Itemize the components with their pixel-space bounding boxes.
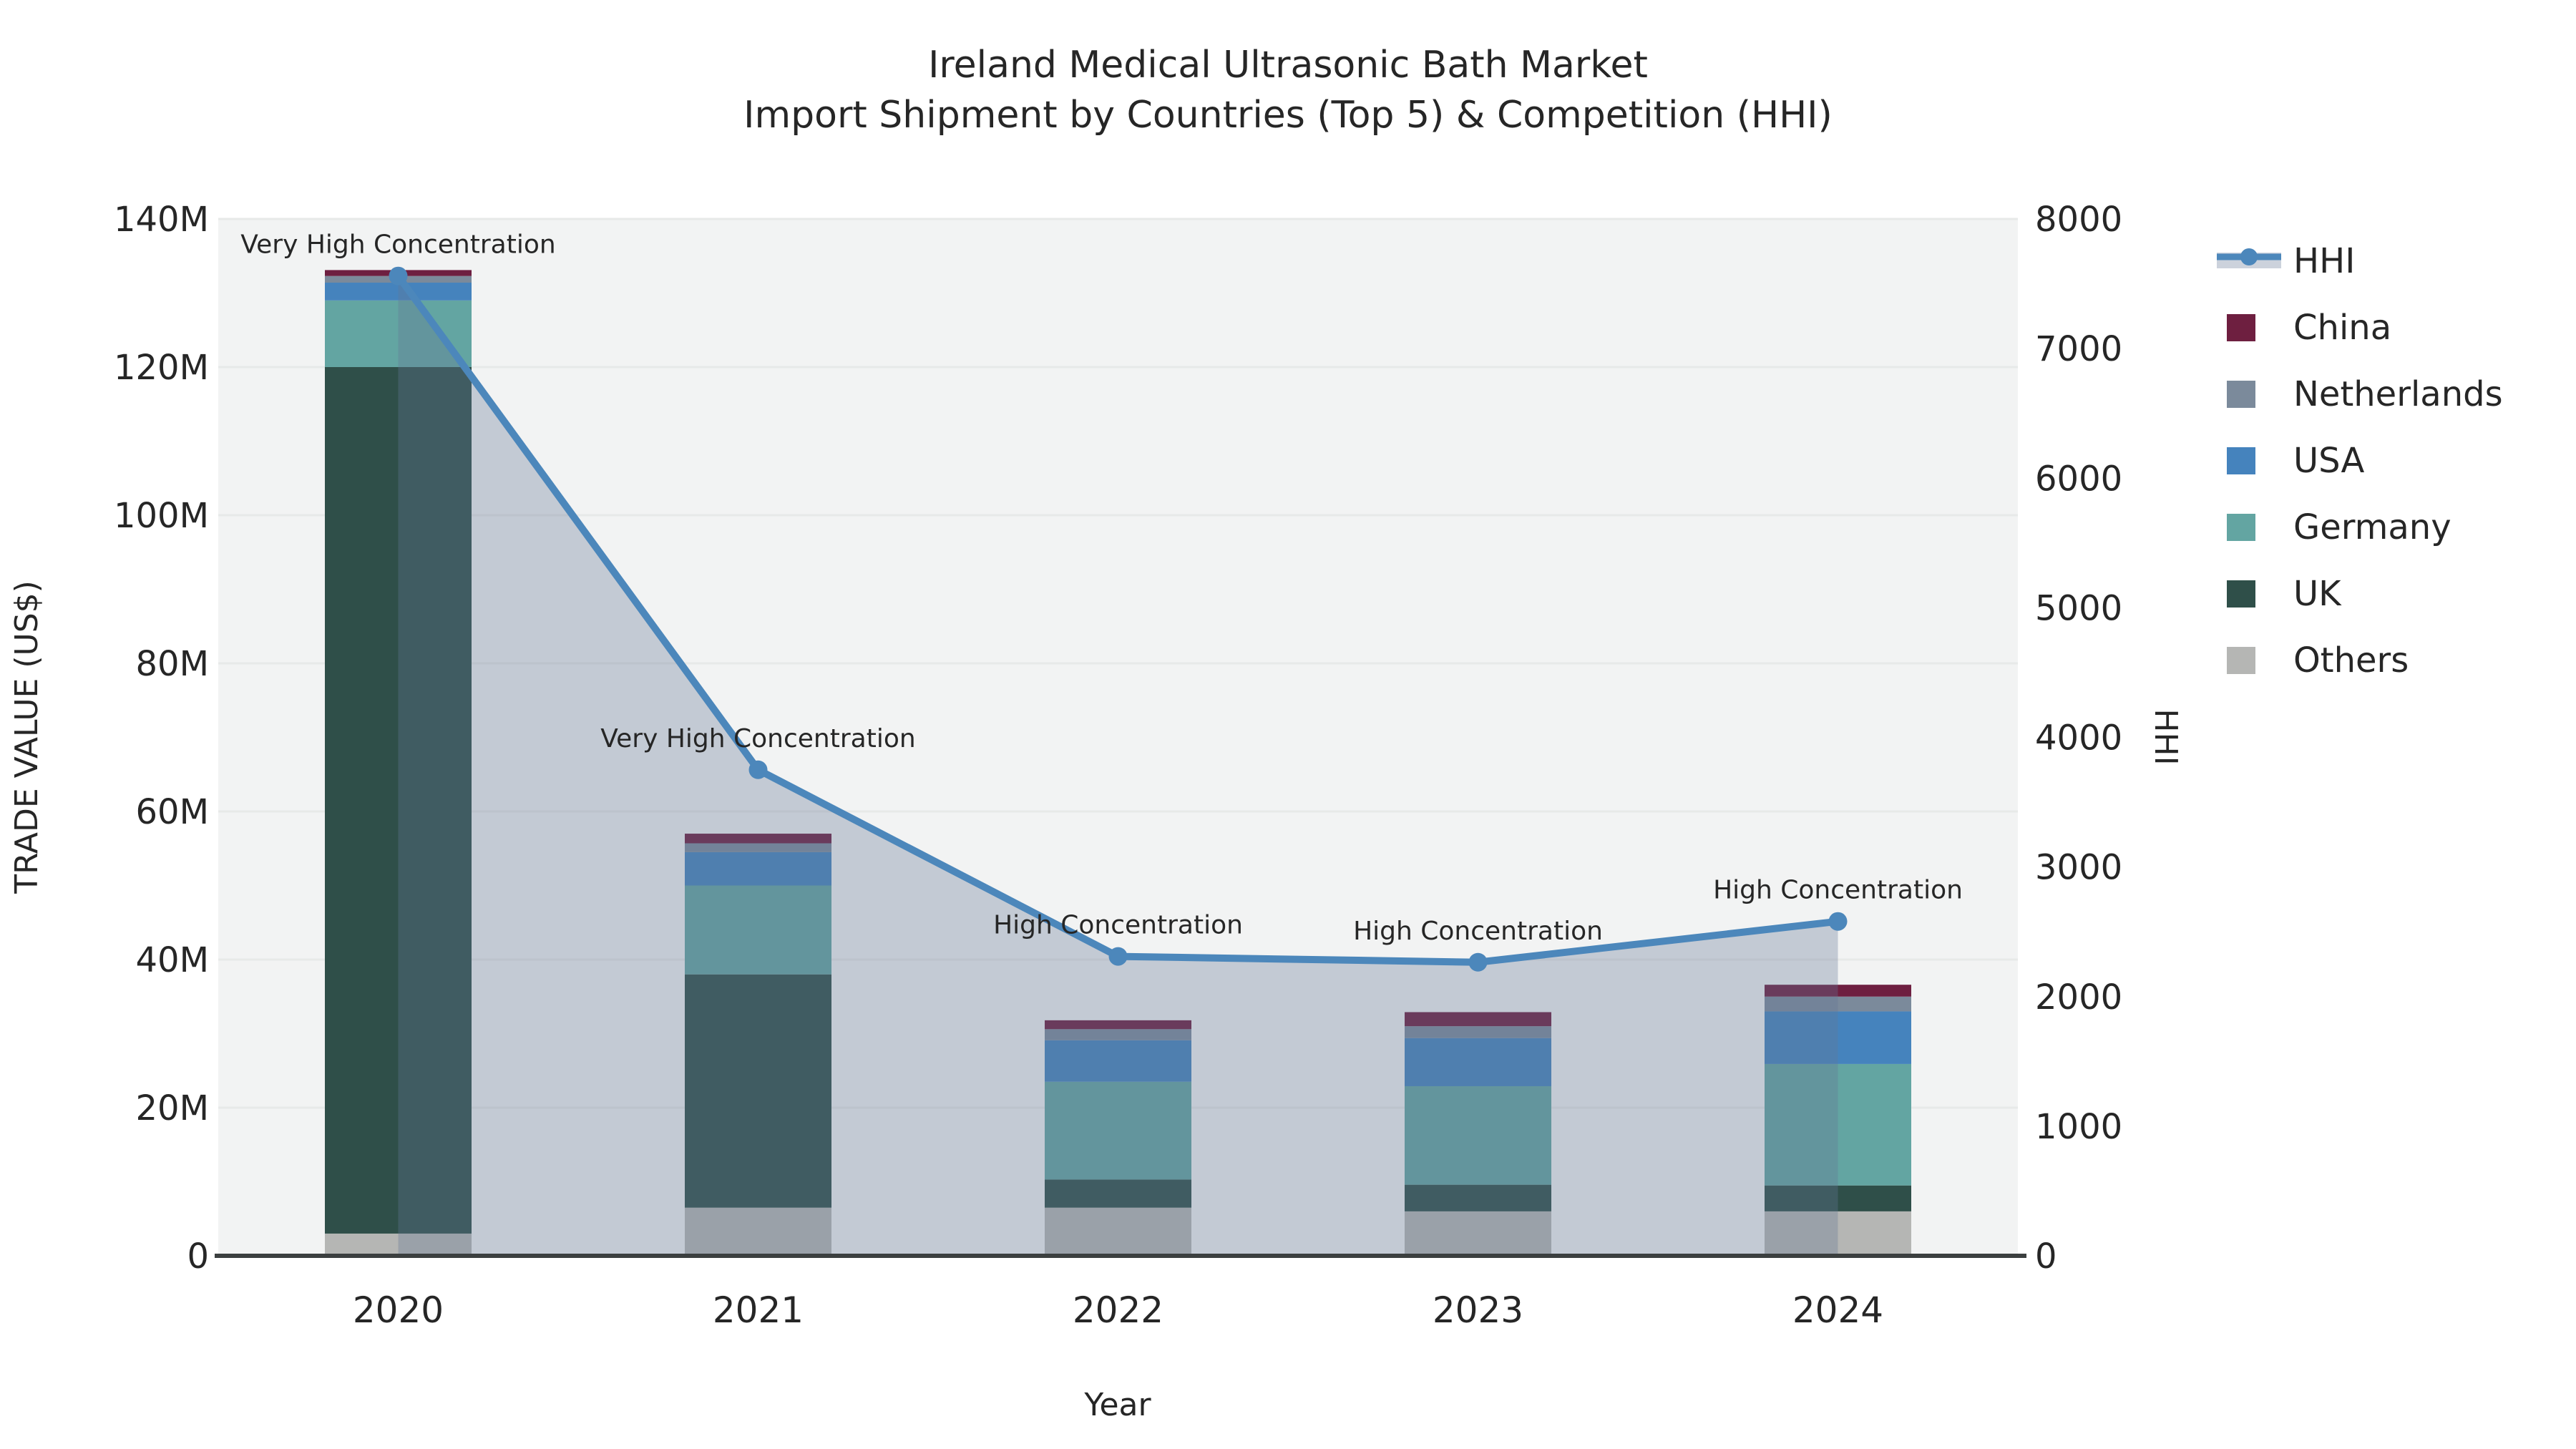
- bar-segment-2024-uk[interactable]: [1765, 1185, 1911, 1211]
- y-left-tick-40M: 40M: [136, 940, 210, 980]
- legend-hhi-marker: [2240, 248, 2258, 265]
- bar-segment-2022-others[interactable]: [1045, 1207, 1191, 1256]
- x-tick-2022: 2022: [1073, 1289, 1163, 1331]
- y-right-tick-6000: 6000: [2035, 459, 2122, 499]
- legend-swatch-others: [2227, 647, 2255, 674]
- hhi-line: [389, 266, 1848, 972]
- x-tick-2020: 2020: [353, 1289, 444, 1331]
- annotation-2020: Very High Concentration: [240, 230, 555, 260]
- y-right-tick-1000: 1000: [2035, 1107, 2122, 1147]
- bar-segment-2021-uk[interactable]: [685, 974, 831, 1208]
- hhi-point-2020[interactable]: [389, 266, 408, 286]
- gridlines: [218, 218, 2018, 1109]
- bar-segment-2023-germany[interactable]: [1405, 1085, 1551, 1185]
- legend-label-germany: Germany: [2293, 507, 2451, 547]
- legend-label-usa: USA: [2293, 441, 2364, 481]
- bar-segment-2022-china[interactable]: [1045, 1020, 1191, 1030]
- annotation-2022: High Concentration: [993, 911, 1243, 940]
- legend-label-uk: UK: [2293, 574, 2342, 614]
- hhi-point-2021[interactable]: [748, 760, 768, 779]
- y-left-tick-0: 0: [187, 1236, 209, 1277]
- legend-swatch-germany: [2227, 514, 2255, 541]
- bar-segment-2020-usa[interactable]: [325, 283, 472, 301]
- hhi-point-2023[interactable]: [1468, 952, 1488, 972]
- chart-title-line2: Import Shipment by Countries (Top 5) & C…: [743, 94, 1833, 137]
- bar-segment-2023-others[interactable]: [1405, 1211, 1551, 1256]
- bar-segment-2022-usa[interactable]: [1045, 1040, 1191, 1082]
- x-tick-2021: 2021: [713, 1289, 804, 1331]
- bar-segment-2023-usa[interactable]: [1405, 1038, 1551, 1086]
- bar-segment-2021-china[interactable]: [685, 834, 831, 844]
- y-right-tick-3000: 3000: [2035, 848, 2122, 888]
- bar-segment-2024-others[interactable]: [1765, 1211, 1911, 1256]
- bar-segment-2023-china[interactable]: [1405, 1012, 1551, 1027]
- bar-segment-2021-usa[interactable]: [685, 852, 831, 886]
- legend: HHI China Netherlands USA Germany UK Others: [2217, 241, 2503, 680]
- legend-item-china[interactable]: China: [2227, 308, 2391, 348]
- legend-label-netherlands: Netherlands: [2293, 374, 2503, 414]
- bar-segment-2022-netherlands[interactable]: [1045, 1029, 1191, 1040]
- x-axis-title: Year: [1083, 1387, 1151, 1423]
- annotation-2021: Very High Concentration: [600, 724, 915, 753]
- x-tick-labels: 2020 2021 2022 2023 2024: [353, 1289, 1883, 1331]
- hhi-point-2022[interactable]: [1108, 947, 1128, 966]
- bar-segment-2020-others[interactable]: [325, 1233, 472, 1256]
- bar-segment-2020-uk[interactable]: [325, 367, 472, 1234]
- bar-segment-2024-germany[interactable]: [1765, 1063, 1911, 1186]
- x-tick-2024: 2024: [1792, 1289, 1883, 1331]
- y-right-tick-labels: 0 1000 2000 3000 4000 5000 6000 7000 8000: [2035, 200, 2122, 1277]
- y-right-tick-8000: 8000: [2035, 200, 2122, 240]
- chart-title-line1: Ireland Medical Ultrasonic Bath Market: [928, 44, 1648, 87]
- legend-label-hhi: HHI: [2293, 241, 2355, 281]
- annotation-2024: High Concentration: [1713, 876, 1963, 905]
- legend-label-china: China: [2293, 308, 2391, 348]
- legend-swatch-netherlands: [2227, 381, 2255, 408]
- legend-item-germany[interactable]: Germany: [2227, 507, 2451, 547]
- y-left-tick-60M: 60M: [136, 792, 210, 832]
- y-right-axis-title: HHI: [2147, 708, 2184, 765]
- hhi-area-polygon: [398, 275, 1838, 1256]
- bar-segment-2022-germany[interactable]: [1045, 1081, 1191, 1180]
- y-right-tick-0: 0: [2035, 1236, 2057, 1277]
- bar-segment-2024-usa[interactable]: [1765, 1011, 1911, 1064]
- x-tick-2023: 2023: [1433, 1289, 1523, 1331]
- bar-segment-2021-netherlands[interactable]: [685, 843, 831, 852]
- legend-swatch-usa: [2227, 447, 2255, 474]
- annotation-2023: High Concentration: [1353, 917, 1603, 946]
- legend-item-netherlands[interactable]: Netherlands: [2227, 374, 2503, 414]
- bar-segment-2022-uk[interactable]: [1045, 1179, 1191, 1208]
- bar-segment-2021-germany[interactable]: [685, 885, 831, 975]
- y-right-tick-5000: 5000: [2035, 588, 2122, 628]
- y-left-tick-140M: 140M: [114, 200, 209, 240]
- y-right-tick-2000: 2000: [2035, 977, 2122, 1018]
- bar-segment-2021-others[interactable]: [685, 1207, 831, 1256]
- legend-swatch-uk: [2227, 580, 2255, 608]
- y-right-tick-4000: 4000: [2035, 718, 2122, 758]
- legend-item-others[interactable]: Others: [2227, 640, 2409, 680]
- annotations: Very High Concentration Very High Concent…: [240, 230, 1963, 946]
- y-left-tick-80M: 80M: [136, 644, 210, 684]
- stacked-bars: [325, 270, 1911, 1256]
- y-right-tick-7000: 7000: [2035, 329, 2122, 369]
- bar-segment-2024-netherlands[interactable]: [1765, 996, 1911, 1012]
- bar-segment-2020-germany[interactable]: [325, 300, 472, 367]
- bar-segment-2023-uk[interactable]: [1405, 1184, 1551, 1211]
- legend-item-hhi[interactable]: HHI: [2217, 241, 2355, 281]
- legend-label-others: Others: [2293, 640, 2409, 680]
- hhi-area-fill: [398, 275, 1838, 1256]
- legend-swatch-china: [2227, 314, 2255, 341]
- y-left-axis-title: TRADE VALUE (US$): [9, 580, 45, 894]
- y-left-tick-100M: 100M: [114, 496, 209, 536]
- bar-segment-2024-china[interactable]: [1765, 985, 1911, 997]
- y-left-tick-120M: 120M: [114, 348, 209, 388]
- legend-item-uk[interactable]: UK: [2227, 574, 2342, 614]
- bar-segment-2023-netherlands[interactable]: [1405, 1026, 1551, 1038]
- y-left-tick-20M: 20M: [136, 1088, 210, 1128]
- hhi-point-2024[interactable]: [1828, 912, 1848, 931]
- legend-item-usa[interactable]: USA: [2227, 441, 2364, 481]
- y-left-tick-labels: 0 20M 40M 60M 80M 100M 120M 140M: [114, 200, 209, 1277]
